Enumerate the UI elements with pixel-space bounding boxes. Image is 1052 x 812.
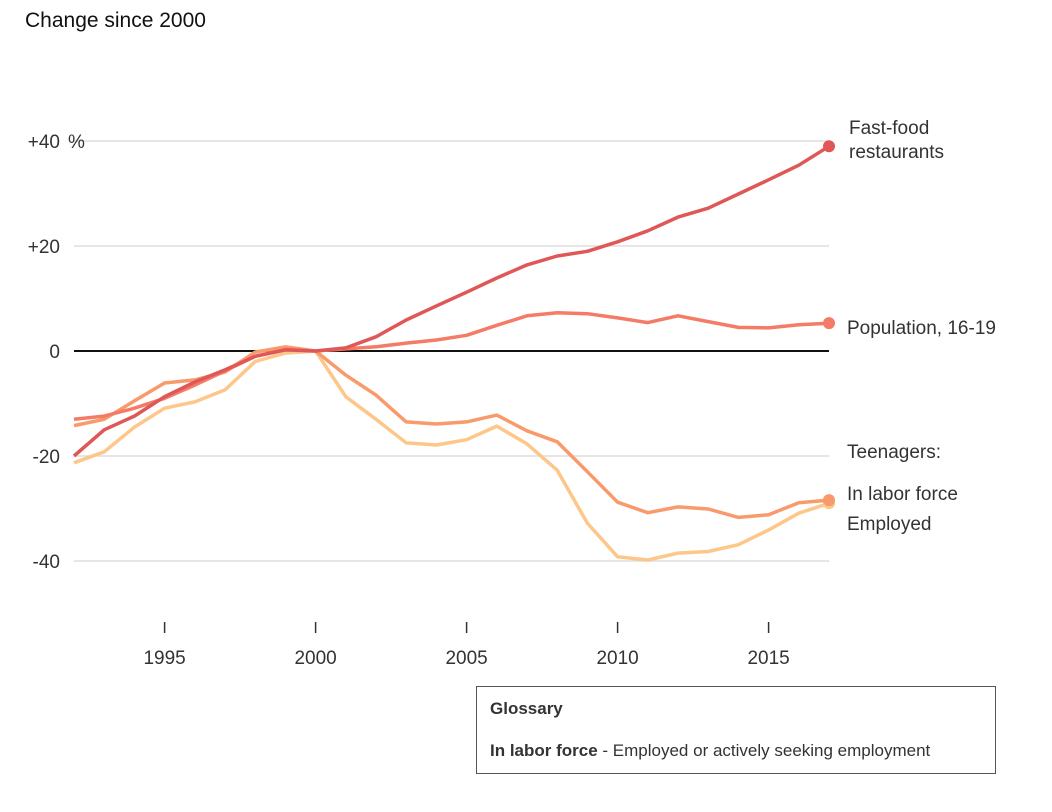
y-tick-label: +20 bbox=[28, 237, 60, 258]
y-tick-unit: % bbox=[68, 132, 85, 153]
series-line-2 bbox=[73, 345, 830, 520]
x-tick-label: 2000 bbox=[294, 648, 336, 669]
x-tick-label: 2010 bbox=[596, 648, 638, 669]
glossary-term: In labor force bbox=[490, 741, 598, 760]
glossary-box: Glossary In labor force - Employed or ac… bbox=[476, 686, 996, 774]
glossary-definition: - Employed or actively seeking employmen… bbox=[597, 741, 931, 760]
x-tick-label: 2005 bbox=[445, 648, 487, 669]
x-tick-label: 1995 bbox=[143, 648, 185, 669]
series-line-1 bbox=[73, 310, 830, 422]
y-tick-label: +40 bbox=[28, 132, 60, 153]
y-tick-label: -20 bbox=[33, 447, 60, 468]
x-tick-label: 2015 bbox=[747, 648, 789, 669]
series-line-0 bbox=[72, 144, 830, 458]
glossary-title: Glossary bbox=[490, 699, 563, 718]
series-end-dot-0 bbox=[823, 140, 835, 153]
series-label: In labor force bbox=[847, 484, 958, 505]
chart-title: Change since 2000 bbox=[25, 9, 206, 32]
line-chart: +40 % +20 0 -20 -40 1995 2000 2005 2010 2015 Fast-f… bbox=[28, 118, 996, 669]
y-tick-label: 0 bbox=[49, 342, 60, 363]
glossary-entry: In labor force - Employed or actively se… bbox=[490, 741, 982, 761]
series-label: Fast-food bbox=[849, 118, 929, 139]
series-label: restaurants bbox=[849, 142, 944, 163]
series-label: Population, 16-19 bbox=[847, 318, 996, 339]
series-end-dot-2 bbox=[823, 494, 835, 507]
group-label: Teenagers: bbox=[847, 442, 941, 463]
y-tick-label: -40 bbox=[33, 552, 60, 573]
series-line-3 bbox=[73, 349, 830, 562]
series-label: Employed bbox=[847, 514, 932, 535]
series-end-dot-1 bbox=[823, 317, 835, 330]
